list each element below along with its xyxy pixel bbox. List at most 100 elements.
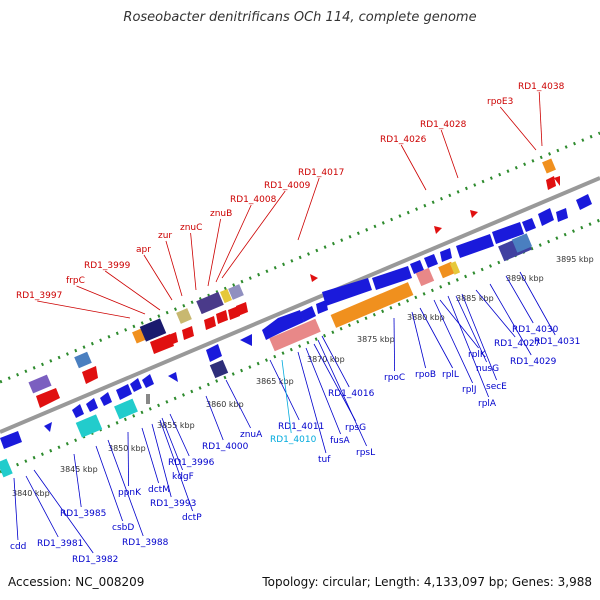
gene-label-rplj: rplJ [462, 385, 477, 395]
gene-label-rd1-3999: RD1_3999 [84, 261, 131, 271]
top-scale-track [0, 131, 600, 384]
gene-arrow [44, 422, 52, 432]
leader-line [519, 271, 556, 336]
gene-block [449, 261, 461, 275]
leader-line [475, 289, 516, 338]
gene-arrow [168, 372, 178, 382]
gene-block [74, 351, 92, 369]
gene-arrow [456, 234, 494, 258]
leader-line [161, 417, 183, 471]
gene-block [542, 158, 556, 174]
gene-label-rd1-4010: RD1_4010 [270, 435, 317, 445]
gene-arrow-red [204, 316, 216, 330]
leader-line [225, 379, 251, 429]
gene-label-ppnk: ppnK [118, 488, 142, 498]
leader-line [221, 190, 286, 279]
gene-label-rpoc: rpoC [384, 373, 405, 383]
leader-line [37, 300, 131, 319]
leader-line [151, 423, 172, 498]
gene-arrow-red [310, 274, 318, 282]
scale-label-3875-kbp: 3875 kbp [357, 335, 395, 344]
gene-arrow [372, 266, 412, 290]
leader-line [33, 469, 94, 554]
gene-label-rd1-4030: RD1_4030 [512, 325, 559, 335]
leader-line [297, 351, 327, 454]
gene-arrow [410, 260, 424, 274]
leader-line [143, 254, 173, 301]
gene-label-rd1-3985: RD1_3985 [60, 509, 106, 519]
gene-arrow [86, 398, 98, 412]
leader-line [461, 293, 497, 381]
gene-arrow [116, 384, 132, 400]
gene-arrow [316, 300, 328, 314]
gene-block [228, 284, 244, 300]
leader-line [400, 144, 427, 191]
scale-label-3840-kbp: 3840 kbp [12, 489, 50, 498]
leader-line [439, 299, 479, 349]
gene-block [330, 282, 414, 328]
gene-label-frpc: frpC [66, 276, 85, 286]
gene-label-rd1-4008: RD1_4008 [230, 195, 277, 205]
gene-label-rd1-3981: RD1_3981 [37, 539, 83, 549]
gene-arrow-red [236, 302, 248, 316]
leader-line [13, 477, 19, 541]
leader-line [159, 419, 193, 512]
gene-arrow-red [554, 176, 560, 186]
leader-line [433, 299, 473, 384]
leader-line [25, 475, 59, 538]
leader-line [538, 91, 543, 147]
gene-block [176, 308, 192, 324]
gene-arrow-red [216, 310, 228, 324]
gene-arrow [0, 431, 22, 449]
gene-block [0, 458, 13, 478]
scale-labels: 3840 kbp 3845 kbp 3850 kbp 3855 kbp 3860 kbp… [12, 255, 594, 498]
gene-arrow [100, 392, 112, 406]
gene-arrow-red [82, 366, 98, 384]
gene-arrow [130, 378, 142, 392]
gene-block [196, 291, 224, 315]
gene-block [114, 398, 138, 420]
gene-arrow [262, 310, 304, 340]
scale-label-3860-kbp: 3860 kbp [206, 400, 244, 409]
gene-arrow [142, 374, 154, 388]
gene-label-csbd: csbD [112, 523, 134, 533]
leader-line [76, 285, 146, 315]
gene-label-rpsl: rpsL [356, 448, 375, 458]
genome-backbone [0, 176, 600, 434]
leader-line [215, 204, 252, 283]
leader-line [419, 307, 453, 369]
gene-features [0, 158, 592, 478]
gene-label-rd1-4017: RD1_4017 [298, 168, 344, 178]
gene-label-rd1-4026: RD1_4026 [380, 135, 427, 145]
gene-block [415, 267, 435, 287]
gene-label-rpob: rpoB [415, 370, 436, 380]
gene-label-rplk: rplK [468, 350, 487, 360]
gene-label-rd1-3996: RD1_3996 [168, 458, 215, 468]
leader-line [505, 275, 534, 324]
genome-stats-text: Topology: circular; Length: 4,133,097 bp… [262, 575, 592, 589]
gene-label-rd1-3993: RD1_3993 [150, 499, 196, 509]
leader-line [269, 359, 300, 421]
leader-line [190, 232, 197, 291]
gene-arrow [492, 222, 524, 244]
gene-label-znub: znuB [210, 209, 232, 219]
gene-label-rd1-3997: RD1_3997 [16, 291, 62, 301]
gene-arrow-red [546, 176, 556, 190]
gene-label-kdgf: kdgF [172, 472, 194, 482]
gene-arrow [240, 334, 252, 346]
leader-line [127, 431, 129, 487]
leader-line [321, 335, 350, 388]
gene-block [75, 414, 103, 438]
gene-block [209, 359, 229, 379]
gene-arrow [576, 194, 592, 210]
gene-label-dctp: dctP [182, 513, 202, 523]
leader-line [141, 427, 159, 484]
gene-block [146, 394, 150, 404]
leader-line [393, 317, 395, 372]
gene-label-zur: zur [158, 231, 172, 241]
leader-line [305, 347, 341, 435]
leader-line [317, 339, 367, 447]
gene-arrow [522, 218, 536, 232]
gene-label-znua: znuA [240, 430, 263, 440]
